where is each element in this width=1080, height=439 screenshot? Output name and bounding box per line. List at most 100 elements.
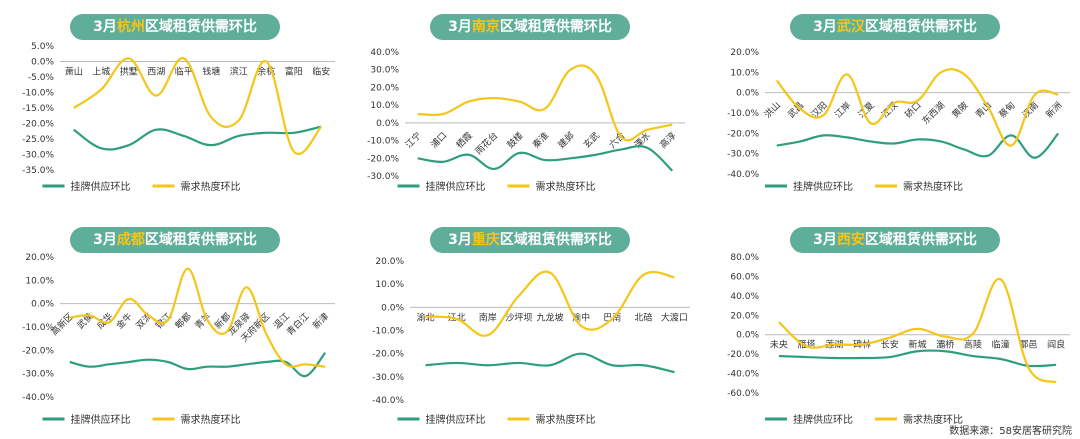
demand-series-line [425,270,675,337]
legend-label-supply: 挂牌供应环比 [793,413,853,426]
y-tick-label: -60.0% [727,389,759,399]
supply-series-line [417,145,674,172]
x-tick-label: 北碚 [634,311,652,323]
y-tick-label: 0.0% [736,89,759,99]
y-tick-label: -30.0% [727,150,759,160]
legend-label-demand: 需求热度环比 [536,180,596,193]
title-suffix: 区域租赁供需环比 [864,232,977,248]
legend-label-demand: 需求热度环比 [536,413,596,426]
y-tick-label: 0.0% [31,58,54,68]
x-tick-label: 临安 [312,66,330,78]
y-tick-label: 20.0% [375,257,404,267]
x-tick-label: 建邺 [555,129,576,150]
title-city: 杭州 [116,19,145,35]
chart-panel-1: 3月南京区域租赁供需环比 40.0% 30.0% 20.0% 10.0% 0.0% -10.… [355,0,700,200]
y-tick-label: -30.0% [372,373,404,383]
x-tick-label: 灞桥 [936,339,954,351]
x-tick-label: 新津 [310,310,331,331]
x-tick-label: 鄠邑 [1019,340,1037,351]
x-tick-label: 沙坪坝 [505,312,532,323]
y-tick-label: -10.0% [22,323,54,333]
title-city: 成都 [116,232,145,248]
y-tick-label: -20.0% [727,129,759,139]
y-tick-label: -20.0% [22,120,54,130]
y-tick-label: -10.0% [372,327,404,337]
chart-title: 3月杭州区域租赁供需环比 [70,14,280,40]
chart-svg: 40.0% 30.0% 20.0% 10.0% 0.0% -10.0% -20.0% -30.… [367,48,685,193]
y-tick-label: -20.0% [727,350,759,360]
y-tick-label: -40.0% [372,396,404,406]
chart-title: 3月南京区域租赁供需环比 [430,14,630,40]
y-tick-label: 40.0% [370,48,399,58]
x-tick-label: 江宁 [403,129,424,150]
supply-series-line [73,125,322,151]
chart-panel-5: 3月西安区域租赁供需环比 80.0% 60.0% 40.0% 20.0% 0.0% -20.… [710,213,1080,433]
y-tick-label: 20.0% [730,48,759,58]
y-tick-label: -30.0% [367,172,399,182]
x-tick-label: 青白江 [284,310,312,338]
x-tick-label: 雁塔 [798,339,816,351]
x-tick-label: 富阳 [285,66,303,78]
title-suffix: 区域租赁供需环比 [144,19,257,35]
chart-title: 3月重庆区域租赁供需环比 [430,227,630,253]
x-tick-label: 江岸 [833,100,854,121]
y-tick-label: 10.0% [25,276,54,286]
y-tick-label: -5.0% [28,73,55,83]
x-tick-label: 青羊 [192,310,213,331]
title-prefix: 3月 [813,232,837,248]
chart-panel-3: 3月成都区域租赁供需环比 20.0% 10.0% 0.0% -10.0% -20.0% -3… [0,213,345,433]
x-tick-label: 新城 [908,339,926,351]
y-tick-label: -30.0% [22,370,54,380]
y-tick-label: -40.0% [727,170,759,180]
x-tick-label: 栖霞 [454,129,475,150]
y-tick-label: -40.0% [727,370,759,380]
chart-svg: 20.0%10.0%0.0%-10.0%-20.0%-30.0%-40.0%渝北… [372,257,690,426]
title-city: 武汉 [836,19,865,35]
x-tick-label: 上城 [92,67,110,78]
chart-svg: 5.0% 0.0% -5.0% -10.0% -15.0% -20.0% -25.0% -30… [22,42,335,193]
demand-series-line [417,64,673,142]
title-prefix: 3月 [93,232,117,248]
title-suffix: 区域租赁供需环比 [499,19,612,35]
y-tick-label: -10.0% [22,89,54,99]
chart-title: 3月成都区域租赁供需环比 [70,227,280,253]
title-city: 西安 [836,232,865,248]
x-tick-label: 雨花台 [473,129,501,157]
y-tick-label: -35.0% [22,166,54,176]
title-suffix: 区域租赁供需环比 [499,232,612,248]
y-tick-label: -20.0% [367,154,399,164]
y-tick-label: 80.0% [730,253,759,263]
title-prefix: 3月 [448,232,472,248]
x-tick-label: 南岸 [479,311,497,323]
demand-series-line [775,68,1059,147]
x-tick-label: 阎良 [1047,339,1065,351]
y-tick-label: 0.0% [376,119,399,129]
x-tick-label: 玄武 [581,129,602,150]
y-tick-label: -40.0% [22,393,54,403]
x-tick-label: 滨江 [230,66,248,78]
title-suffix: 区域租赁供需环比 [864,19,977,35]
x-tick-label: 蔡甸 [996,99,1017,120]
x-tick-label: 黄陂 [949,99,970,120]
y-tick-label: 10.0% [375,280,404,290]
legend-label-supply: 挂牌供应环比 [793,180,853,193]
chart-panel-4: 3月重庆区域租赁供需环比 20.0% 10.0% 0.0% -10.0% -20.0% -3… [355,213,700,433]
title-city: 南京 [471,19,500,35]
y-tick-label: 0.0% [381,303,404,313]
x-tick-label: 双流 [133,310,154,331]
x-tick-label: 浦口 [428,129,449,150]
y-tick-label: 30.0% [370,66,399,76]
y-tick-label: -30.0% [22,151,54,161]
y-tick-label: -15.0% [22,104,54,114]
chart-svg: 80.0% 60.0% 40.0% 20.0% 0.0% -20.0% -40.0% -60.… [727,253,1070,426]
x-tick-label: 未央 [770,339,788,351]
x-tick-label: 长安 [881,339,899,351]
legend-label-demand: 需求热度环比 [181,180,241,193]
x-tick-label: 东西湖 [919,99,947,127]
x-tick-label: 武侯 [74,310,95,331]
chart-svg: 20.0% 10.0% 0.0% -10.0% -20.0% -30.0% -40.0% 洪山… [727,48,1070,193]
chart-title: 3月武汉区域租赁供需环比 [790,14,1000,40]
demand-series-line [73,57,323,155]
x-tick-label: 西湖 [147,67,165,78]
y-tick-label: -25.0% [22,135,54,145]
